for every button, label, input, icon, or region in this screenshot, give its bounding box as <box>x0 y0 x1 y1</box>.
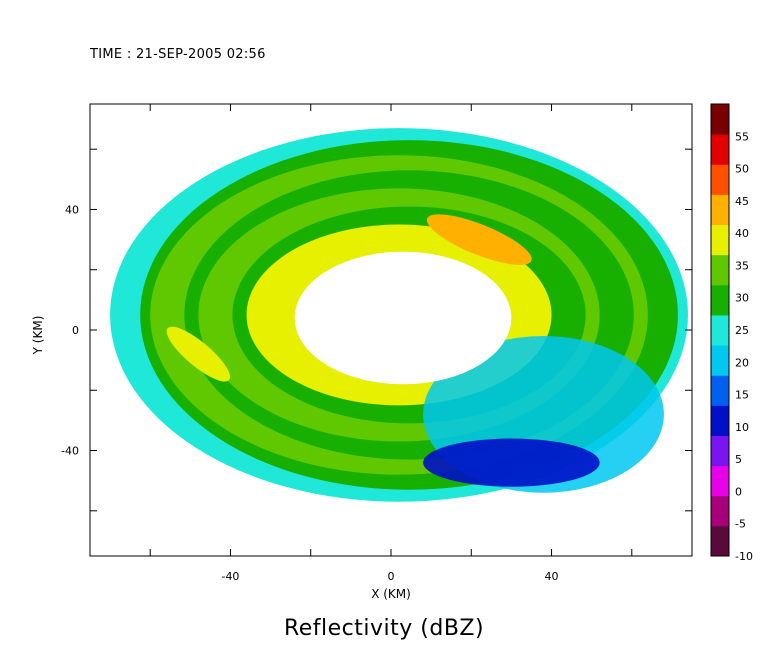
x-tick-label: -40 <box>221 570 239 583</box>
colorbar-label: 40 <box>735 227 749 240</box>
y-tick-label: 40 <box>65 203 79 216</box>
colorbar-segment <box>711 465 729 497</box>
colorbar-segment <box>711 164 729 195</box>
axes: -40 0 40 -40 0 40 <box>61 104 692 583</box>
colorbar-label: 55 <box>735 130 749 143</box>
time-label: TIME : 21-SEP-2005 02:56 <box>90 47 266 62</box>
colorbar-segment <box>711 254 729 286</box>
colorbar-segment <box>711 314 729 346</box>
colorbar-label: 15 <box>735 389 749 402</box>
colorbar-label: 50 <box>735 163 749 176</box>
colorbar-segment <box>711 525 729 557</box>
chart-title: Reflectivity (dBZ) <box>283 616 485 641</box>
colorbar-label: 5 <box>735 453 742 466</box>
colorbar-segment <box>711 194 729 226</box>
rainband-cell <box>166 326 231 382</box>
colorbar-segment <box>711 224 729 256</box>
weak-echo-arc <box>423 438 600 487</box>
colorbar-label: 20 <box>735 356 749 369</box>
colorbar-segment <box>711 134 729 165</box>
y-axis-label: Y (KM) <box>31 316 45 356</box>
colorbar-segment <box>711 375 729 406</box>
colorbar-label: -5 <box>735 518 746 531</box>
colorbar-label: 45 <box>735 195 749 208</box>
colorbar-frame <box>710 103 730 557</box>
reflectivity-field <box>110 128 688 502</box>
colorbar-segment <box>711 495 729 527</box>
colorbar-label: 35 <box>735 259 749 272</box>
colorbar-segment <box>711 284 729 316</box>
colorbar-segment <box>711 104 729 135</box>
x-tick-label: 40 <box>545 570 559 583</box>
colorbar-label: 10 <box>735 421 749 434</box>
y-tick-label: 0 <box>72 324 79 337</box>
colorbar-label: -10 <box>735 550 753 563</box>
y-tick-label: -40 <box>61 445 79 458</box>
x-tick-label: 0 <box>388 570 395 583</box>
colorbar-label: 30 <box>735 292 749 305</box>
x-axis-label: X (KM) <box>371 587 411 601</box>
max-reflectivity-cell <box>426 214 532 265</box>
colorbar-segment <box>711 405 729 436</box>
colorbar-label: 0 <box>735 485 742 498</box>
colorbar-segment <box>711 345 729 376</box>
colorbar-label: 25 <box>735 324 749 337</box>
colorbar-segment <box>711 435 729 467</box>
hurricane-eye <box>294 251 512 385</box>
